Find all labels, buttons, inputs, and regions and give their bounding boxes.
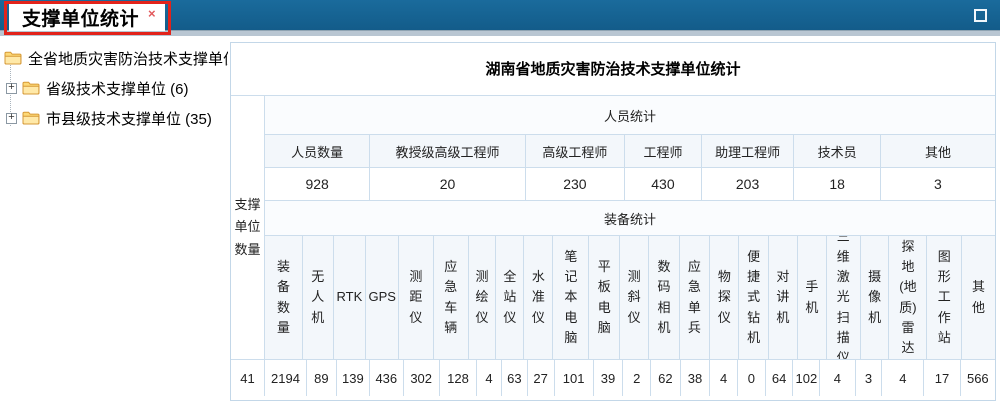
tree-node-label: 省级技术支撑单位 (6)	[46, 80, 189, 98]
support-unit-count-value: 41	[231, 359, 264, 396]
equipment-column-header: 应急车辆	[432, 236, 468, 359]
folder-icon	[4, 51, 22, 65]
tab-label: 支撑单位统计	[22, 8, 140, 30]
equipment-value-cell: 302	[402, 360, 439, 396]
equipment-column-header: 平板电脑	[588, 236, 618, 359]
person-value-cell: 3	[879, 168, 995, 200]
equipment-value-cell: 566	[959, 360, 995, 396]
folder-icon	[22, 81, 40, 95]
equipment-value-cell: 2194	[271, 370, 300, 386]
table-body: 支撑单位数量 41 人员统计 人员数量 教授级高级工程师 高级工程师 工程师 助理工程师…	[231, 96, 995, 396]
equipment-column-header: 应急单兵	[678, 236, 709, 359]
equipment-column-header: 摄像机	[859, 236, 889, 359]
equipment-column-header: 全站仪	[495, 236, 523, 359]
equipment-column-header: 无人机	[302, 236, 332, 359]
table-footer-padding	[231, 396, 995, 400]
equipment-value-cell: 2	[622, 360, 650, 396]
person-value-cell: 203	[700, 168, 793, 200]
main-panel: 湖南省地质灾害防治技术支撑单位统计 支撑单位数量 41 人员统计 人员数量 教授级…	[228, 36, 1000, 408]
equipment-column-header: 物探仪	[709, 236, 738, 359]
equipment-column-header: 探地(地质)雷达	[888, 236, 926, 359]
person-value-cell: 20	[369, 168, 524, 200]
equipment-column-header: 数码相机	[648, 236, 678, 359]
person-column-header: 助理工程师	[700, 135, 793, 167]
plus-expand-icon[interactable]	[6, 82, 17, 94]
equipment-column-header: 测距仪	[398, 236, 433, 359]
equipment-value-cell: 89	[306, 360, 336, 396]
person-column-header: 其他	[879, 135, 995, 167]
maximize-icon[interactable]	[974, 9, 987, 22]
equipment-column-header: 图形工作站	[926, 236, 961, 359]
equipment-value-cell: 4	[709, 360, 737, 396]
table-title: 湖南省地质灾害防治技术支撑单位统计	[231, 43, 995, 96]
toolbar-strip	[0, 30, 1000, 36]
equipment-value-cell: 62	[650, 360, 680, 396]
equipment-value-cell: 4	[476, 360, 501, 396]
table-sections: 人员统计 人员数量 教授级高级工程师 高级工程师 工程师 助理工程师 技术员 其他 928 2…	[265, 96, 995, 396]
person-value-cell: 430	[624, 168, 701, 200]
tab-support-unit-stats[interactable]: 支撑单位统计 ×	[4, 1, 171, 35]
equipment-value-cell: 4	[881, 360, 923, 396]
person-values-row: 928 20 230 430 203 18 3	[265, 167, 995, 200]
tree-children: 省级技术支撑单位 (6) 市县级技术支撑单位 (35)	[0, 73, 228, 133]
equipment-section-header: 装备统计	[265, 200, 995, 235]
equipment-value-cell: 102	[792, 360, 819, 396]
equipment-value-cell: 128	[438, 360, 476, 396]
equipment-value-cell: 64	[764, 360, 793, 396]
support-unit-count-header: 支撑单位数量	[234, 197, 261, 257]
equipment-column-header: 水准仪	[523, 236, 552, 359]
equipment-column-header: 便捷式钻机	[738, 236, 767, 359]
equipment-column-header: 装备数量	[277, 259, 291, 335]
folder-icon	[22, 111, 40, 125]
equipment-value-cell: 27	[526, 360, 554, 396]
statistics-table: 湖南省地质灾害防治技术支撑单位统计 支撑单位数量 41 人员统计 人员数量 教授级…	[230, 42, 996, 401]
equipment-column-header: 其他	[961, 236, 995, 359]
person-value-cell: 230	[524, 168, 624, 200]
person-value-cell: 18	[793, 168, 880, 200]
equipment-value-cell: 63	[500, 360, 527, 396]
unit-tree-panel: 全省地质灾害防治技术支撑单位 省级技术支撑单位 (6)	[0, 36, 228, 408]
equipment-column-header: 手机	[797, 236, 826, 359]
content-area: 全省地质灾害防治技术支撑单位 省级技术支撑单位 (6)	[0, 36, 1000, 408]
equipment-values-row: 2194 89 139 436 302 128 4 63 27 101 39 2 62 38 4 0 64 102…	[265, 359, 995, 396]
equipment-column-header: RTK	[332, 236, 366, 359]
person-column-header: 高级工程师	[524, 135, 624, 167]
equipment-column-header: GPS	[365, 236, 398, 359]
tree-root-label: 全省地质灾害防治技术支撑单位	[28, 50, 228, 68]
equipment-value-cell: 0	[737, 360, 765, 396]
tree-node[interactable]: 省级技术支撑单位 (6)	[0, 73, 228, 103]
equipment-value-cell: 39	[592, 360, 623, 396]
equipment-value-cell: 3	[854, 360, 882, 396]
person-column-header: 工程师	[624, 135, 701, 167]
tree-node-label: 市县级技术支撑单位 (35)	[46, 110, 212, 128]
equipment-value-cell: 101	[553, 360, 593, 396]
equipment-value-cell: 139	[335, 360, 369, 396]
support-unit-count-column: 支撑单位数量 41	[231, 96, 265, 396]
person-column-header: 技术员	[793, 135, 880, 167]
tab-bar: 支撑单位统计 ×	[0, 0, 1000, 35]
person-column-header: 人员数量	[291, 144, 344, 160]
plus-expand-icon[interactable]	[6, 112, 17, 124]
equipment-header-row: 装备数量 无人机 RTK GPS 测距仪 应急车辆 测绘仪 全站仪 水准仪 笔记本电脑 平板电脑 测斜…	[265, 235, 995, 359]
equipment-value-cell: 4	[819, 360, 854, 396]
tree-node[interactable]: 市县级技术支撑单位 (35)	[0, 103, 228, 133]
equipment-value-cell: 436	[369, 360, 402, 396]
person-header-row: 人员数量 教授级高级工程师 高级工程师 工程师 助理工程师 技术员 其他	[265, 134, 995, 167]
person-section-header: 人员统计	[265, 96, 995, 134]
close-icon[interactable]: ×	[148, 6, 156, 21]
equipment-value-cell: 17	[923, 360, 959, 396]
person-column-header: 教授级高级工程师	[369, 135, 524, 167]
tree-node-root[interactable]: 全省地质灾害防治技术支撑单位	[0, 43, 228, 73]
person-value-cell: 928	[305, 176, 329, 192]
equipment-column-header: 测绘仪	[467, 236, 496, 359]
equipment-column-header: 测斜仪	[618, 236, 648, 359]
equipment-column-header: 笔记本电脑	[552, 236, 588, 359]
equipment-column-header: 对讲机	[767, 236, 797, 359]
equipment-column-header: 三维激光扫描仪	[825, 236, 860, 359]
equipment-value-cell: 38	[679, 360, 710, 396]
